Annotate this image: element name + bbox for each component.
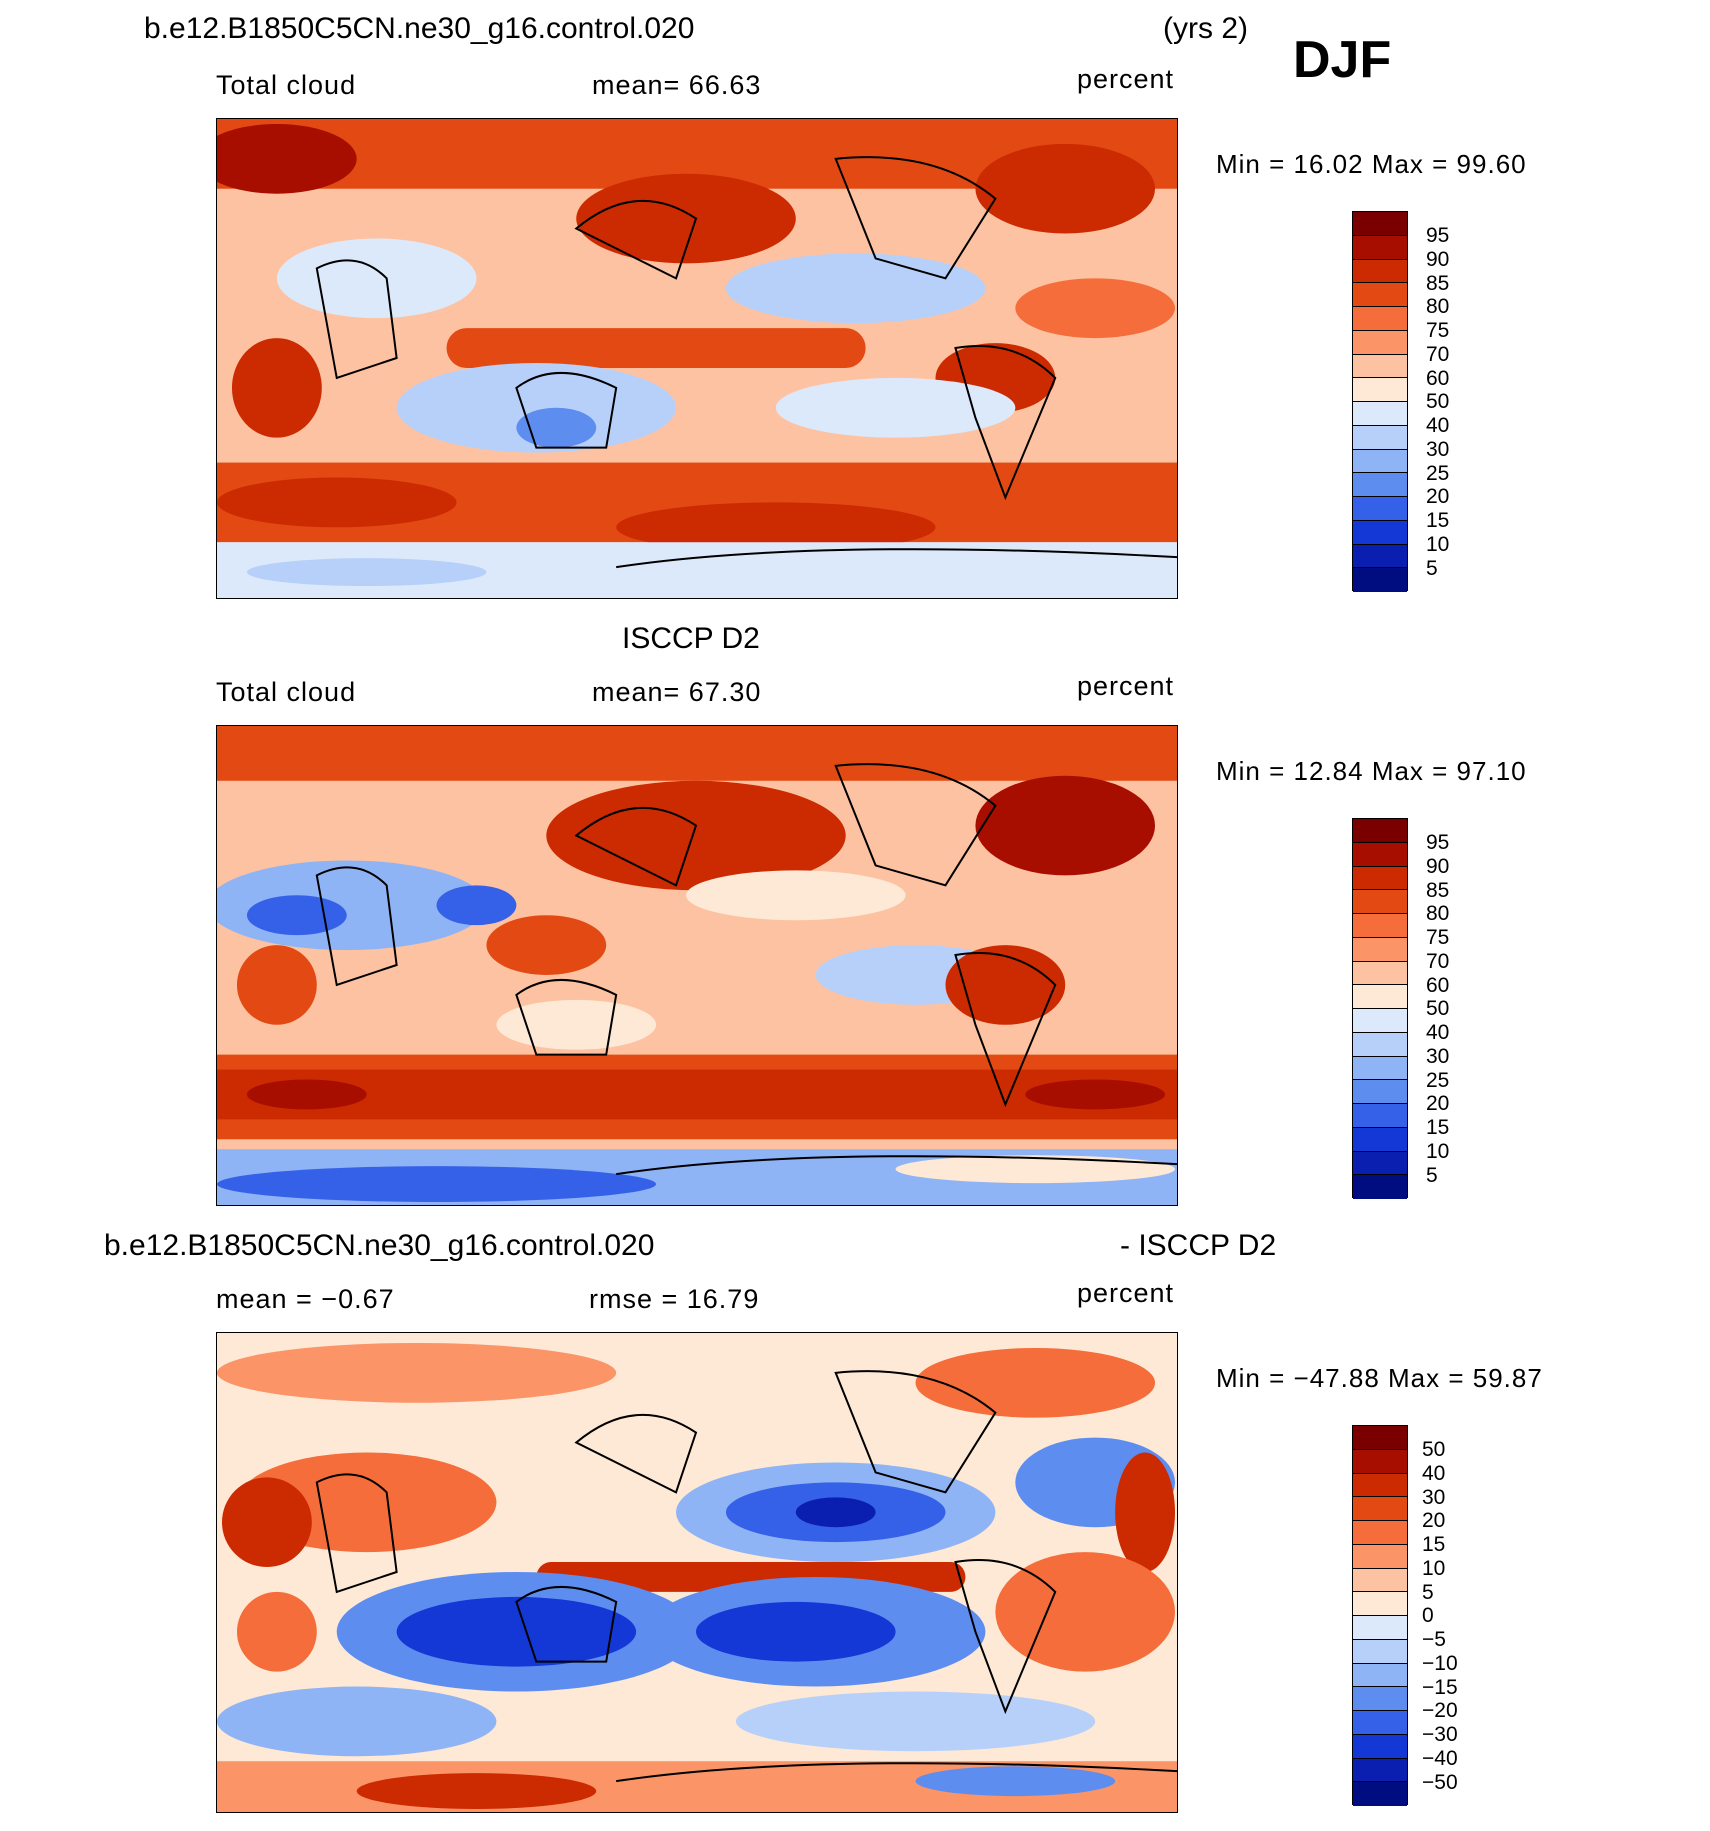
panel-1-tick: 50: [1426, 390, 1450, 413]
panel-3-map: [216, 1332, 1178, 1813]
panel-1-tick: 40: [1426, 414, 1450, 437]
panel-1-tick: 25: [1426, 462, 1450, 485]
panel-3-tick: 15: [1422, 1533, 1446, 1556]
years-label: (yrs 2): [1163, 12, 1248, 45]
panel-3-tick: 0: [1422, 1604, 1434, 1627]
panel-3-tick: −30: [1422, 1723, 1458, 1746]
panel-1-map: [216, 118, 1178, 599]
panel-2-tick: 75: [1426, 926, 1450, 949]
panel-3-tick: 30: [1422, 1486, 1446, 1509]
panel-1-title: b.e12.B1850C5CN.ne30_g16.control.020: [144, 12, 695, 45]
panel-1-tick: 15: [1426, 509, 1450, 532]
panel-2-tick: 40: [1426, 1021, 1450, 1044]
season-label: DJF: [1293, 31, 1392, 89]
panel-1-tick: 70: [1426, 343, 1450, 366]
panel-1-tick: 80: [1426, 295, 1450, 318]
panel-3-tick: −50: [1422, 1771, 1458, 1794]
panel-2-tick: 30: [1426, 1045, 1450, 1068]
panel-3-minmax: Min = −47.88 Max = 59.87: [1216, 1363, 1543, 1393]
panel-2-tick: 25: [1426, 1069, 1450, 1092]
panel-3-rmse: rmse = 16.79: [589, 1284, 760, 1314]
panel-3-colorbar: [1352, 1425, 1408, 1806]
panel-3-tick: 50: [1422, 1438, 1446, 1461]
panel-3-tick: −15: [1422, 1676, 1458, 1699]
panel-2-tick: 70: [1426, 950, 1450, 973]
panel-3-tick: 10: [1422, 1557, 1446, 1580]
panel-2-tick: 90: [1426, 855, 1450, 878]
panel-1-tick: 20: [1426, 485, 1450, 508]
panel-1-tick: 5: [1426, 557, 1438, 580]
panel-1-colorbar: [1352, 211, 1408, 592]
panel-2-colorbar: [1352, 818, 1408, 1199]
panel-1-units: percent: [1077, 64, 1175, 94]
panel-3-tick: 5: [1422, 1581, 1434, 1604]
panel-2-variable: Total cloud: [216, 677, 357, 707]
panel-3-mean: mean = −0.67: [216, 1284, 395, 1314]
panel-2-tick: 5: [1426, 1164, 1438, 1187]
panel-3-title-suffix: - ISCCP D2: [1120, 1229, 1277, 1262]
panel-2-tick: 95: [1426, 831, 1450, 854]
panel-2-mean: mean= 67.30: [592, 677, 762, 707]
panel-1-tick: 90: [1426, 248, 1450, 271]
panel-2-tick: 15: [1426, 1116, 1450, 1139]
panel-2-title: ISCCP D2: [622, 622, 760, 655]
panel-1-variable: Total cloud: [216, 70, 357, 100]
panel-3-tick: 20: [1422, 1509, 1446, 1532]
panel-1-tick: 95: [1426, 224, 1450, 247]
panel-1-tick: 60: [1426, 367, 1450, 390]
panel-3-title: b.e12.B1850C5CN.ne30_g16.control.020: [104, 1229, 655, 1262]
panel-3-tick: −40: [1422, 1747, 1458, 1770]
panel-3-tick: 40: [1422, 1462, 1446, 1485]
panel-3-tick: −20: [1422, 1699, 1458, 1722]
panel-1-tick: 75: [1426, 319, 1450, 342]
panel-2-tick: 80: [1426, 902, 1450, 925]
panel-2-tick: 85: [1426, 879, 1450, 902]
panel-2-map: [216, 725, 1178, 1206]
panel-1-tick: 85: [1426, 272, 1450, 295]
panel-3-tick: −10: [1422, 1652, 1458, 1675]
panel-2-units: percent: [1077, 671, 1175, 701]
panel-2-minmax: Min = 12.84 Max = 97.10: [1216, 756, 1527, 786]
panel-3-units: percent: [1077, 1278, 1175, 1308]
panel-1-tick: 30: [1426, 438, 1450, 461]
panel-2-tick: 10: [1426, 1140, 1450, 1163]
panel-3-tick: −5: [1422, 1628, 1446, 1651]
panel-1-minmax: Min = 16.02 Max = 99.60: [1216, 149, 1527, 179]
panel-2-tick: 20: [1426, 1092, 1450, 1115]
panel-2-tick: 50: [1426, 997, 1450, 1020]
panel-1-tick: 10: [1426, 533, 1450, 556]
panel-2-tick: 60: [1426, 974, 1450, 997]
panel-1-mean: mean= 66.63: [592, 70, 762, 100]
